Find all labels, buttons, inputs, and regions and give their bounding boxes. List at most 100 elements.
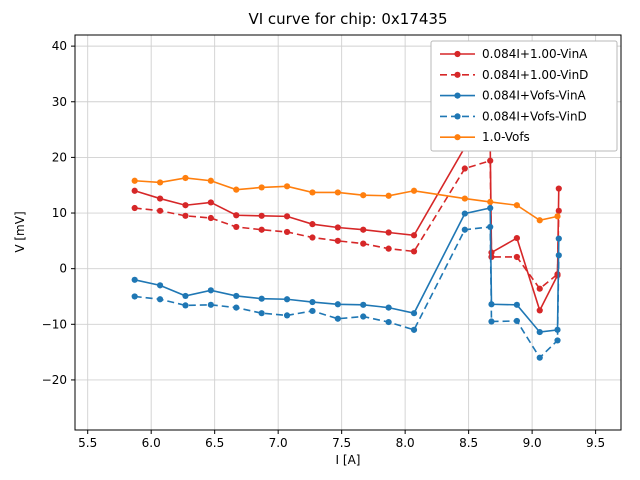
data-point [461,195,468,202]
x-tick-label: 9.0 [523,436,542,450]
series-line [134,143,560,313]
data-point [283,183,291,190]
legend-sample-marker [454,134,461,141]
data-point [131,204,138,212]
data-point [487,198,494,206]
data-point [309,221,316,228]
data-point [131,276,138,283]
chart-title: VI curve for chip: 0x17435 [248,10,448,28]
legend-sample-marker [454,50,461,58]
series-1.0-Vofs [131,174,561,224]
legend-entry-label: 1.0-Vofs [482,130,530,144]
data-point [410,310,418,317]
y-tick-label: 30 [52,95,67,109]
x-tick-label: 8.0 [396,436,415,450]
data-point [182,292,189,300]
data-point [487,204,494,212]
data-point [309,298,316,306]
data-point [334,189,341,196]
data-point [182,174,189,182]
data-point [334,237,341,244]
data-point [385,245,392,252]
legend-entry-label: 0.084I+Vofs-VinA [482,89,587,103]
data-point [309,189,316,196]
data-point [410,232,418,239]
data-point [156,195,164,202]
series-line [134,207,560,333]
data-point [182,202,189,209]
data-point [385,304,392,311]
data-point [334,224,341,231]
y-tick-label: 20 [52,150,67,164]
legend: 0.084I+1.00-VinA 0.084I+1.00-VinD 0.084I+V… [430,40,618,152]
x-tick-label: 5.5 [78,436,97,450]
y-tick-label: 40 [52,39,67,53]
data-point [283,312,291,319]
legend-sample-marker [454,71,461,78]
data-point [131,187,138,194]
data-point [258,295,265,302]
data-point [233,304,240,311]
data-point [461,165,468,172]
data-point [536,328,543,336]
y-tick-label: −10 [42,317,67,331]
data-point [156,207,164,214]
data-point [513,234,520,242]
data-point [233,223,240,231]
data-point [258,226,265,233]
x-tick-label: 8.5 [459,436,478,450]
data-point [233,212,240,219]
data-point [410,248,418,255]
data-point [536,354,543,361]
data-point [233,292,240,300]
legend-sample-marker [454,113,461,120]
data-point [207,177,214,184]
data-point [513,317,520,325]
data-point [555,235,562,242]
axes: 5.5 6.0 6.5 7.0 7.5 8.0 8.5 9.0 9.5 −20 −10 0 10 20 30… [42,34,622,450]
data-point [513,202,520,209]
data-point [283,213,291,220]
data-point [182,302,189,309]
axes-frame [74,34,622,431]
data-point [487,157,494,164]
data-point [182,212,189,219]
legend-sample-marker [454,92,461,99]
data-point [131,177,138,184]
data-point [555,185,562,192]
x-tick-label: 7.5 [332,436,351,450]
data-point [207,199,214,206]
series-0.084I+Vofs-VinD [131,223,562,361]
data-point [283,296,291,303]
y-tick-label: −20 [42,373,67,387]
data-point [207,301,214,308]
data-point [360,226,367,233]
data-point [156,282,164,289]
data-point [385,229,392,236]
series-0.084I+1.00-VinD [131,157,562,292]
series-0.084I+1.00-VinA [131,141,562,314]
data-point [360,301,367,308]
legend-entry-label: 0.084I+1.00-VinD [482,68,588,82]
data-point [360,240,367,247]
data-point [360,192,367,199]
series-0.084I+Vofs-VinA [131,204,562,336]
x-tick-label: 6.5 [205,436,224,450]
data-point [410,326,418,333]
data-point [207,214,214,222]
data-point [258,212,265,219]
data-point [131,293,138,300]
data-point [461,226,468,233]
data-point [461,210,468,217]
data-point [334,315,341,322]
y-tick-label: 10 [52,206,67,220]
data-point [334,301,341,308]
data-point [385,192,392,199]
data-point [156,296,164,303]
legend-box [430,40,618,152]
data-point [410,187,418,194]
legend-entry-label: 0.084I+Vofs-VinD [482,109,587,123]
x-axis-label: I [A] [335,453,361,467]
